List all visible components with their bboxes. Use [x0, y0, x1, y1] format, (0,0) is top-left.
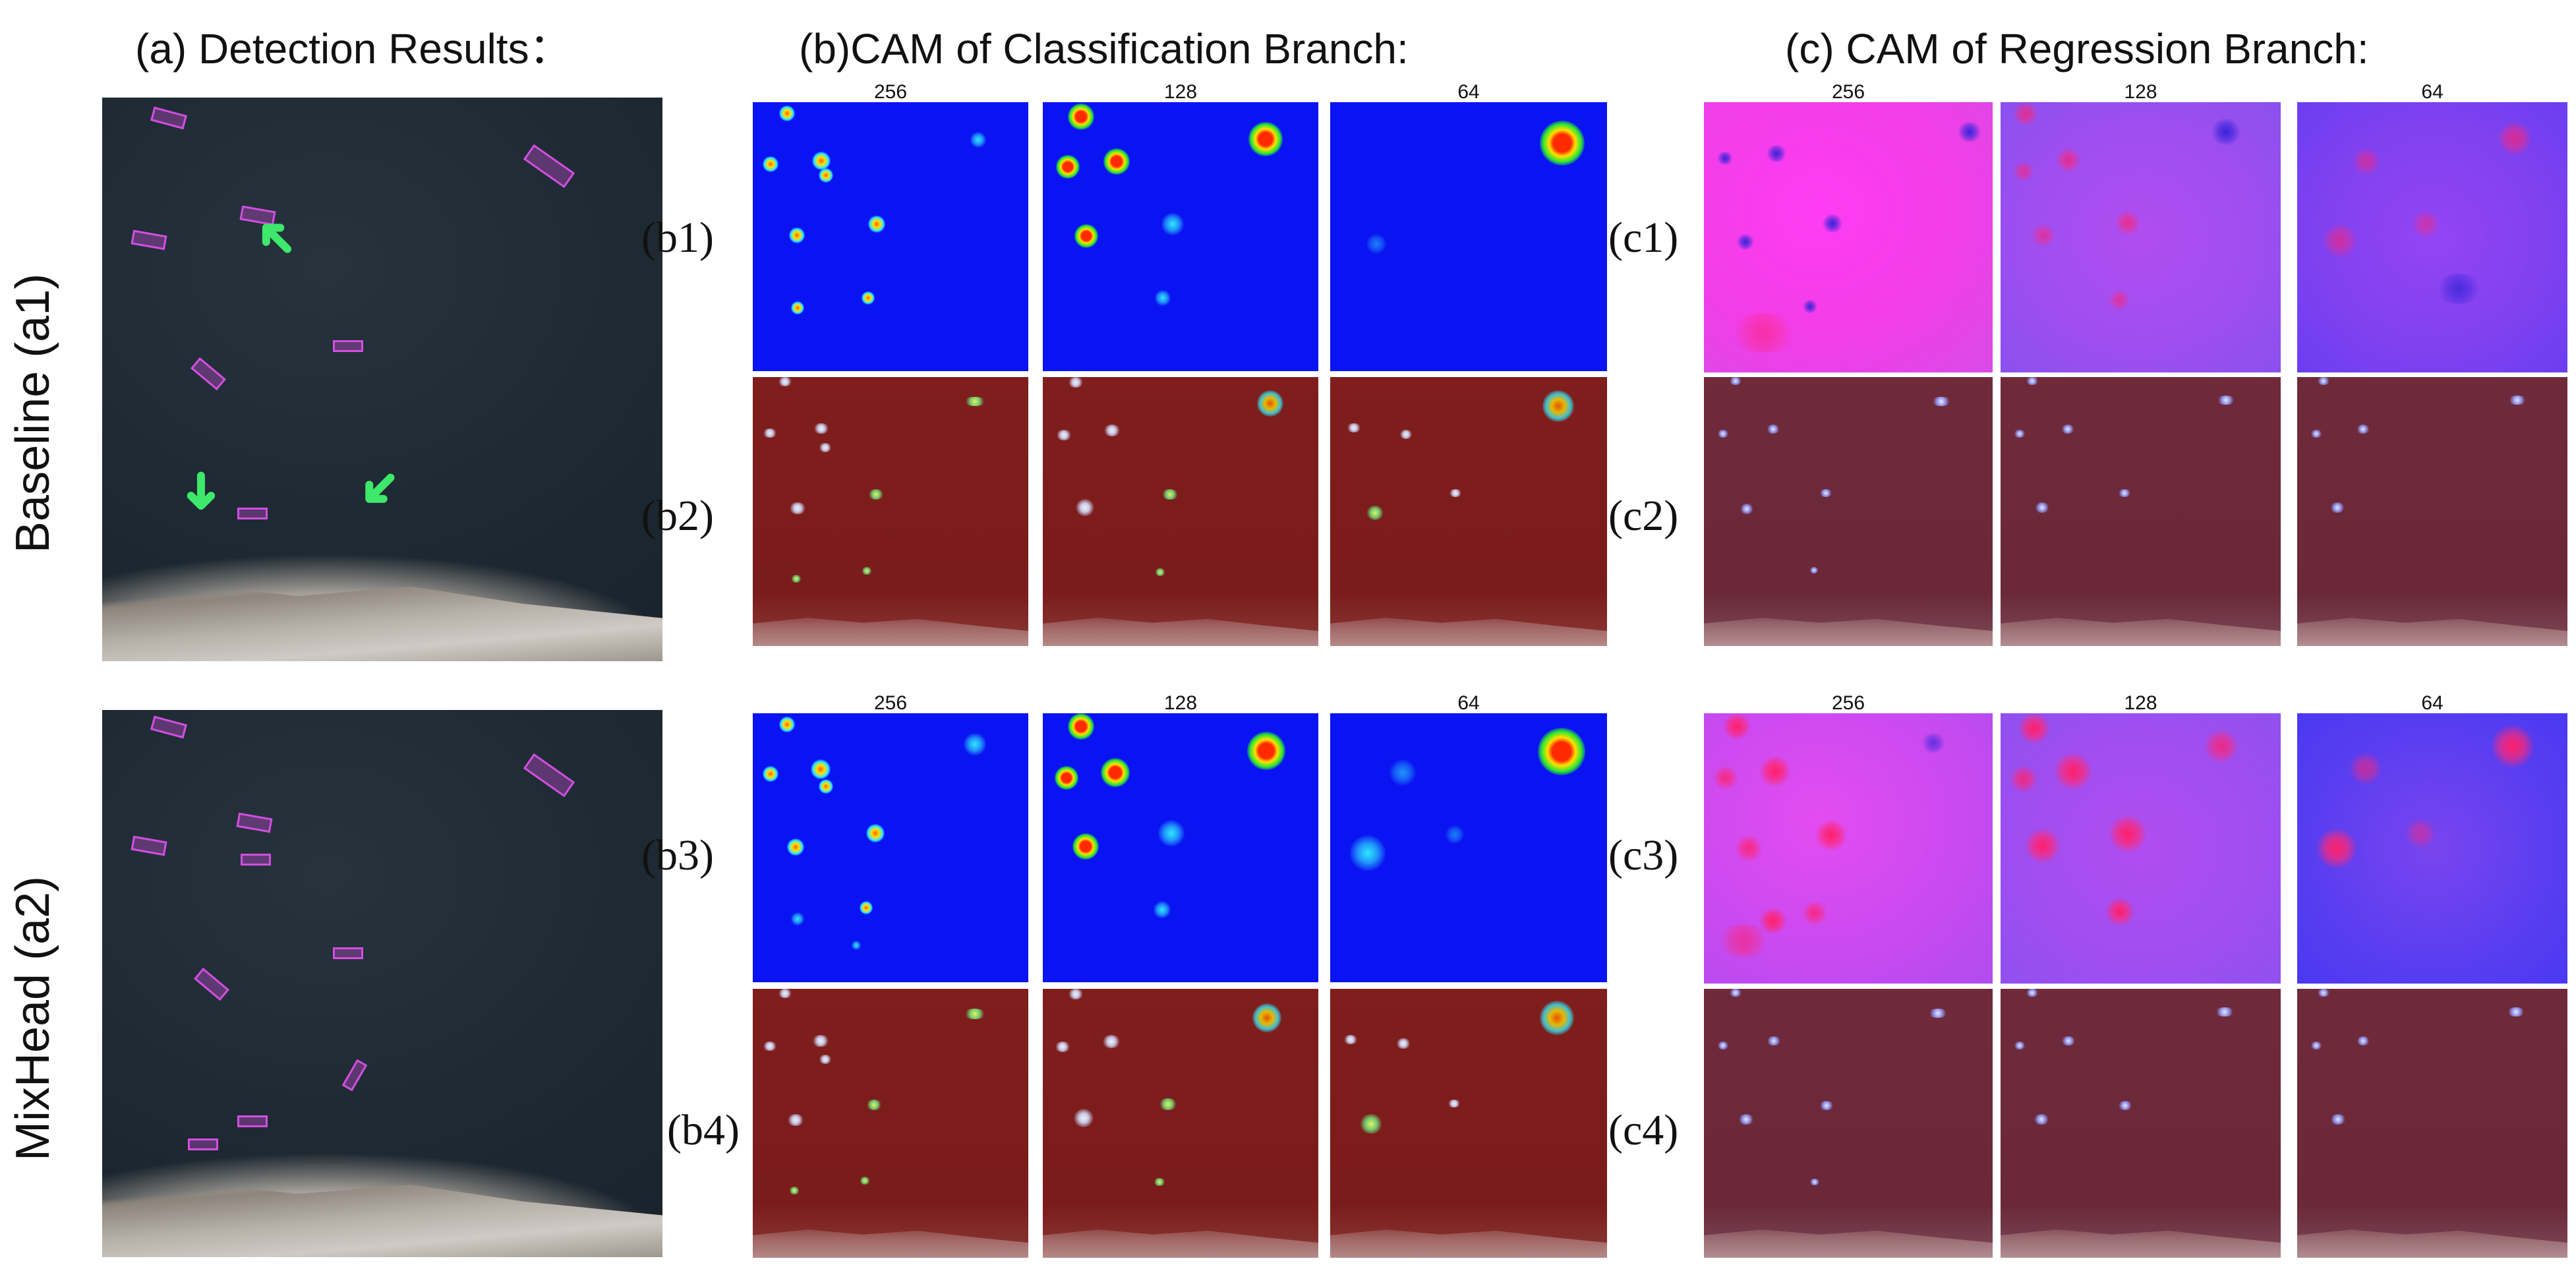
row-label-baseline: Baseline (a1) [7, 273, 59, 553]
cam-b4-256 [753, 989, 1028, 1258]
cam-b4-64 [1330, 989, 1607, 1258]
section-title-a: (a) Detection Results： [135, 25, 571, 73]
scale-label: 256 [873, 692, 908, 714]
label-c3: (c3) [1608, 831, 1679, 879]
detection-image-baseline: ➜ ➜ ➜ [102, 98, 662, 661]
cam-b1-256 [753, 102, 1028, 371]
section-title-b: (b)CAM of Classification Branch: [799, 25, 1409, 73]
scale-label: 256 [1831, 81, 1865, 103]
section-title-c: (c) CAM of Regression Branch: [1785, 25, 2369, 73]
scale-label: 128 [1163, 81, 1198, 103]
label-b1: (b1) [641, 214, 714, 262]
cam-b3-64 [1330, 713, 1607, 982]
cam-c1-64 [2297, 102, 2567, 372]
cam-b1-128 [1043, 102, 1318, 371]
cam-b4-128 [1043, 989, 1318, 1258]
cam-c2-128 [2001, 377, 2281, 646]
arrow-icon: ➜ [173, 469, 232, 513]
scale-label: 256 [1831, 692, 1865, 714]
arrow-icon: ➜ [345, 454, 417, 526]
detection-image-mixhead [102, 710, 662, 1257]
cam-c4-128 [2001, 989, 2281, 1258]
cam-c4-256 [1704, 989, 1993, 1258]
scale-label: 64 [2421, 692, 2444, 714]
cam-c4-64 [2297, 989, 2567, 1258]
scale-label: 64 [1457, 81, 1480, 103]
scale-label: 64 [1457, 692, 1480, 714]
cam-c3-128 [2001, 713, 2281, 984]
cam-c1-128 [2001, 102, 2281, 372]
row-label-mixhead: MixHead (a2) [7, 875, 59, 1161]
cam-b3-128 [1043, 713, 1318, 982]
scale-label: 128 [1163, 692, 1198, 714]
cam-b3-256 [753, 713, 1028, 982]
cam-c3-256 [1704, 713, 1993, 984]
cam-b1-64 [1330, 102, 1607, 371]
cam-c2-64 [2297, 377, 2567, 646]
label-c4: (c4) [1608, 1106, 1679, 1154]
scale-label: 128 [2124, 692, 2157, 714]
cam-c3-64 [2297, 713, 2567, 984]
scale-label: 256 [873, 81, 908, 103]
scale-label: 64 [2421, 81, 2444, 103]
label-b4: (b4) [667, 1106, 740, 1154]
cam-c1-256 [1704, 102, 1993, 372]
scale-label: 128 [2124, 81, 2157, 103]
label-b3: (b3) [641, 831, 714, 879]
cam-b2-64 [1330, 377, 1607, 646]
cam-b2-128 [1043, 377, 1318, 646]
label-b2: (b2) [641, 492, 714, 540]
cam-b2-256 [753, 377, 1028, 646]
label-c2: (c2) [1608, 492, 1679, 540]
cam-c2-256 [1704, 377, 1993, 646]
label-c1: (c1) [1608, 214, 1679, 262]
